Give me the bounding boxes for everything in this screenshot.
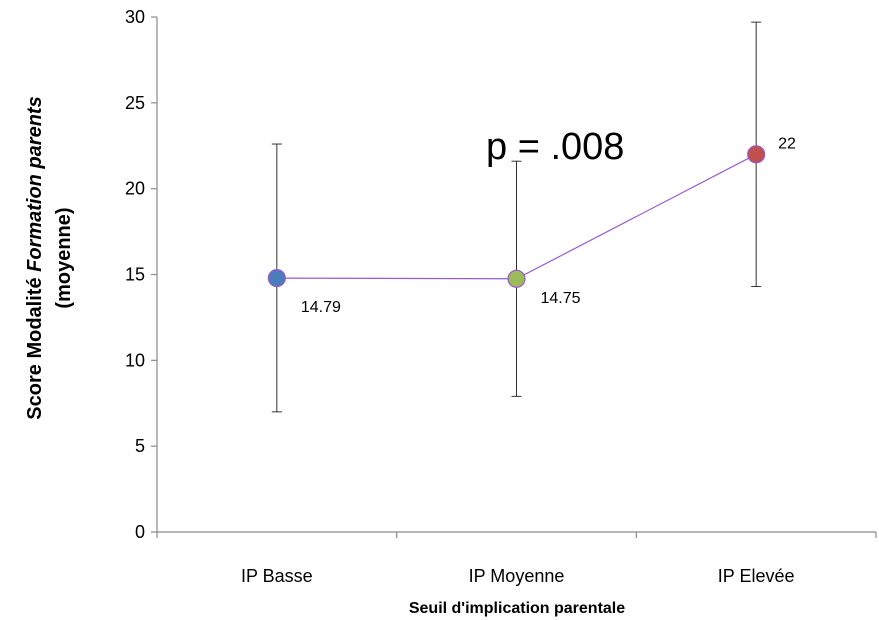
points [267, 145, 766, 288]
data-label: 14.75 [541, 290, 581, 307]
error-bars [271, 21, 762, 413]
data-labels: 14.79 14.75 22 [301, 135, 796, 316]
y-tick-label: 25 [125, 93, 145, 113]
y-tick-label: 0 [135, 522, 145, 542]
x-category-label: IP Moyenne [469, 566, 565, 586]
x-category-label: IP Elevée [718, 566, 795, 586]
data-point [747, 145, 766, 164]
y-axis-title-italic: Formation parents [24, 96, 46, 272]
y-axis-title-line2: (moyenne) [53, 207, 75, 308]
x-ticks: IP Basse IP Moyenne IP Elevée [156, 532, 877, 586]
y-tick-label: 10 [125, 350, 145, 370]
data-point [267, 269, 286, 288]
x-category-label: IP Basse [241, 566, 313, 586]
data-point [507, 269, 526, 288]
y-tick-label: 5 [135, 436, 145, 456]
y-axis-title: Score Modalité Formation parents (moyenn… [24, 96, 75, 419]
y-tick-label: 15 [125, 265, 145, 285]
x-axis-title: Seuil d'implication parentale [409, 600, 625, 617]
y-ticks: 0 5 10 15 20 25 30 [125, 7, 157, 542]
y-tick-label: 30 [125, 7, 145, 27]
y-axis-title-part1: Score Modalité [24, 272, 46, 420]
data-label: 14.79 [301, 299, 341, 316]
y-tick-label: 20 [125, 179, 145, 199]
data-label: 22 [778, 135, 796, 152]
p-value-annotation: p = .008 [486, 126, 624, 168]
svg-text:Score Modalité Formation paren: Score Modalité Formation parents [24, 96, 46, 419]
